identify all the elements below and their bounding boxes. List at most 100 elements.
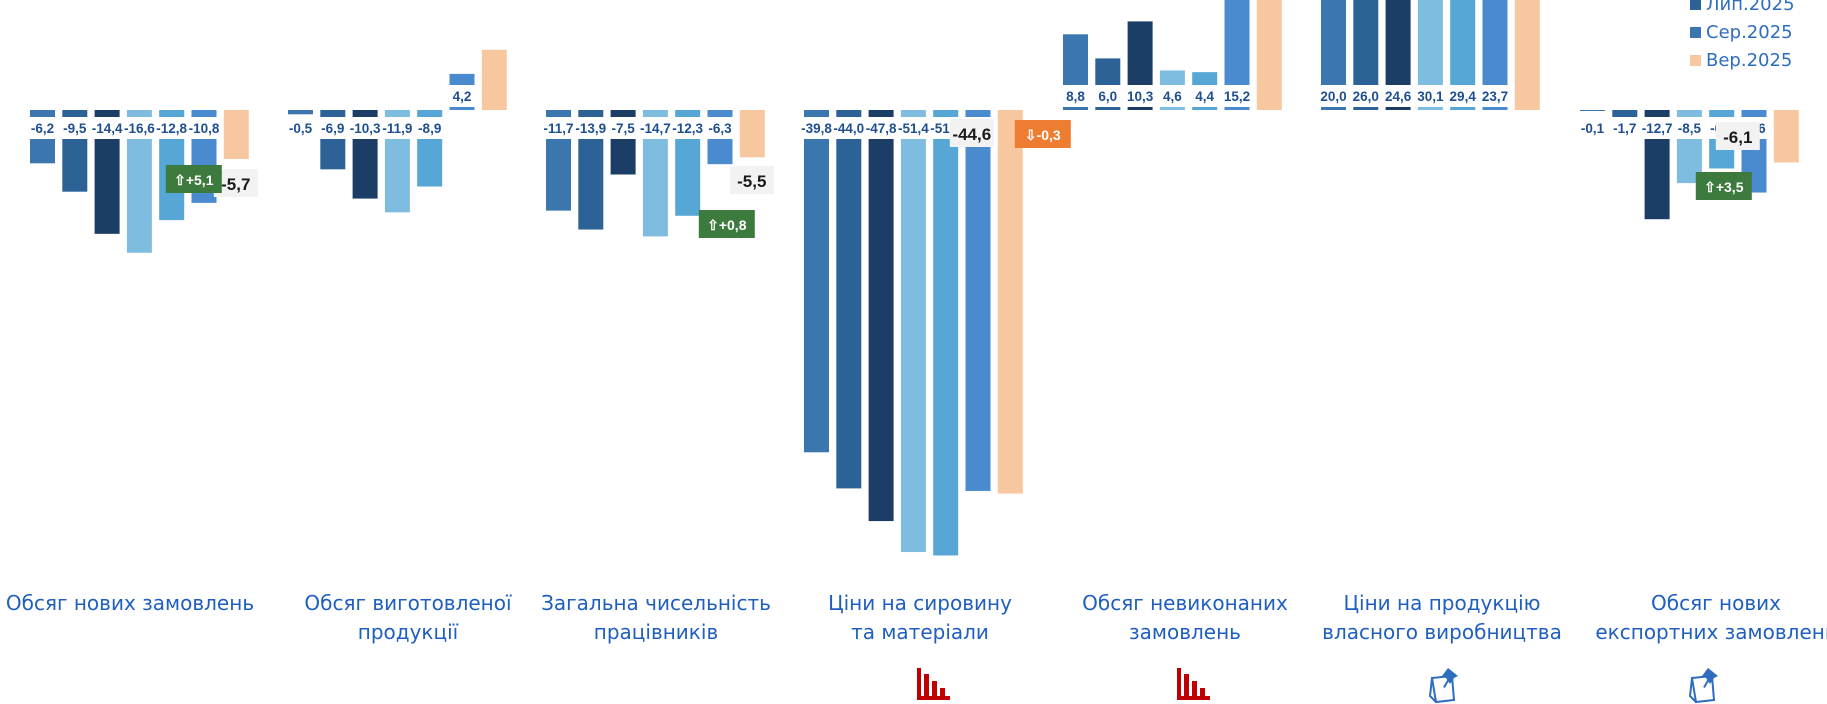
value-label-bg	[1094, 85, 1122, 107]
legend-swatch	[1690, 54, 1701, 66]
value-label: -10,3	[350, 121, 381, 136]
value-label-bg	[383, 117, 411, 139]
bar	[1773, 110, 1799, 163]
legend-label: Лип.2025	[1706, 0, 1795, 15]
latest-value-label: -5,5	[737, 172, 766, 191]
value-label: -13,9	[575, 121, 606, 136]
value-label: 4,4	[1195, 89, 1214, 104]
change-badge	[1014, 120, 1071, 148]
category-label-employment: Загальна чисельність працівників	[541, 591, 771, 644]
value-label-bg	[1643, 117, 1671, 139]
legend-swatch	[1690, 26, 1701, 38]
category-label-new-orders: Обсяг нових замовлень	[5, 591, 255, 615]
value-label: 4,6	[1163, 89, 1182, 104]
bar	[1256, 0, 1282, 110]
value-label: -9,5	[63, 121, 87, 136]
value-label: -14,7	[640, 121, 671, 136]
value-label-bg	[899, 117, 927, 139]
change-badge	[698, 210, 755, 238]
value-label-bg	[1223, 85, 1251, 107]
value-label: -6,3	[708, 121, 732, 136]
value-label-bg	[1062, 85, 1089, 107]
value-label: -0,5	[289, 121, 313, 136]
value-label: -39,8	[801, 121, 832, 136]
latest-value-bg	[949, 119, 994, 147]
bar	[965, 110, 991, 491]
value-label-bg	[609, 117, 637, 139]
value-label-bg	[1384, 85, 1412, 107]
value-label-bg	[1449, 85, 1477, 107]
value-label: -11,9	[382, 121, 412, 136]
value-label: -10,8	[189, 121, 220, 136]
value-label: 6,0	[1098, 89, 1117, 104]
bar-chart-icon	[1177, 668, 1210, 700]
bar	[900, 110, 926, 553]
bar	[288, 110, 313, 115]
value-label: -7,5	[611, 121, 635, 136]
value-label: -6,9	[321, 121, 344, 136]
value-label-bg	[1579, 117, 1606, 139]
value-label: 20,0	[1320, 89, 1346, 104]
change-badge-label: ⇧+3,5	[1704, 179, 1744, 195]
value-label-bg	[1481, 85, 1509, 107]
value-label: -1,7	[1613, 121, 1636, 136]
legend-item-jul: Лип.2025	[1690, 0, 1827, 18]
legend-swatch	[1690, 0, 1701, 10]
bar	[1580, 110, 1605, 111]
bar	[223, 110, 249, 160]
value-label-bg	[1352, 85, 1380, 107]
chart-legend: Лип.2025 Сер.2025 Вер.2025	[1690, 0, 1827, 74]
value-label-bg	[1126, 85, 1154, 107]
value-label-bg	[545, 117, 572, 139]
value-label: -16,6	[124, 121, 155, 136]
value-label-bg	[803, 117, 830, 139]
value-label: -0,1	[1581, 121, 1605, 136]
value-label: 10,3	[1127, 89, 1154, 104]
bar	[481, 49, 507, 110]
value-label: -6,2	[31, 121, 54, 136]
latest-value-label: -6,1	[1723, 128, 1752, 147]
category-label-export-orders: Обсяг нових експортних замовлень	[1595, 591, 1827, 644]
value-label: 8,8	[1066, 89, 1085, 104]
bar	[868, 110, 894, 522]
latest-value-bg	[1715, 122, 1760, 150]
value-label-bg	[125, 117, 153, 139]
latest-value-label: -44,6	[952, 125, 991, 144]
change-badge-label: ⇩-0,3	[1025, 127, 1061, 143]
latest-value-label: -5,7	[221, 175, 250, 194]
pinned-note-icon	[1428, 668, 1458, 704]
value-label-bg	[1320, 85, 1347, 107]
value-label: 15,2	[1224, 89, 1250, 104]
value-label-bg	[577, 117, 605, 139]
value-label: -14,4	[92, 121, 123, 136]
category-label-backlog: Обсяг невиконаних замовлень	[1082, 591, 1288, 644]
bar	[1514, 0, 1540, 110]
bar	[739, 110, 765, 158]
value-label: -8,9	[418, 121, 441, 136]
value-label: 24,6	[1385, 89, 1412, 104]
value-label: -51,4	[898, 121, 929, 136]
value-label: -47,8	[866, 121, 897, 136]
legend-item-sep: Вер.2025	[1690, 46, 1827, 74]
value-label-bg	[1611, 117, 1639, 139]
value-label-bg	[1158, 85, 1186, 107]
value-label-bg	[706, 117, 734, 139]
value-label-bg	[1191, 85, 1219, 107]
legend-label: Вер.2025	[1706, 49, 1793, 71]
bar	[997, 110, 1023, 494]
category-label-input-prices: Ціни на сировину та матеріали	[828, 591, 1012, 644]
latest-value-bg	[729, 166, 774, 194]
value-label-bg	[641, 117, 669, 139]
bar	[836, 110, 862, 489]
value-label-bg	[1675, 117, 1703, 139]
change-badge-label: ⇧+5,1	[174, 172, 214, 188]
legend-item-aug: Сер.2025	[1690, 18, 1827, 46]
pinned-note-icon	[1688, 668, 1718, 704]
change-badge-label: ⇧+0,8	[707, 217, 747, 233]
value-label-bg	[190, 117, 218, 139]
value-label-bg	[867, 117, 895, 139]
change-badge	[165, 165, 222, 193]
value-label: 30,1	[1417, 89, 1444, 104]
